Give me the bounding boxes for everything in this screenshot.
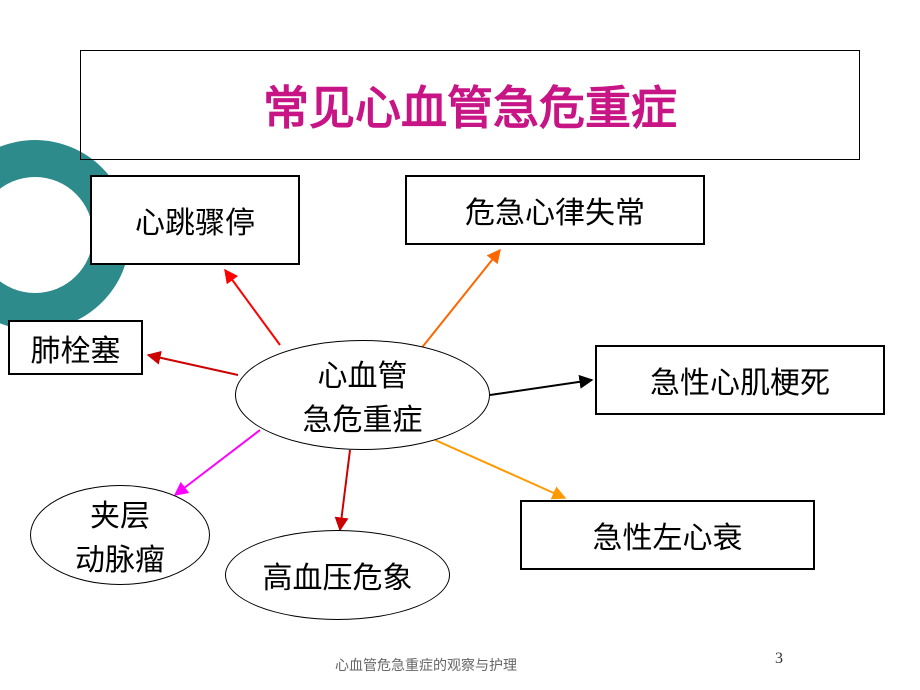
edge-arrhythmia — [420, 250, 500, 350]
title-text: 常见心血管急危重症 — [263, 72, 677, 138]
edge-mi — [490, 380, 592, 395]
page-number: 3 — [775, 650, 783, 668]
node-pe-label: 肺栓塞 — [31, 326, 121, 370]
edge-htn-crisis — [340, 450, 350, 530]
page-number-text: 3 — [775, 650, 783, 667]
node-lhf: 急性左心衰 — [520, 500, 815, 570]
node-cardiac-arrest: 心跳骤停 — [90, 175, 300, 265]
node-pe: 肺栓塞 — [8, 320, 143, 375]
node-htn-crisis-label: 高血压危象 — [263, 553, 413, 597]
center-line2: 急危重症 — [303, 395, 423, 439]
node-dissection-line2: 动脉瘤 — [75, 535, 165, 579]
edge-pe — [148, 355, 238, 375]
node-mi: 急性心肌梗死 — [595, 345, 885, 415]
footer-caption: 心血管危急重症的观察与护理 — [335, 655, 517, 675]
edge-cardiac-arrest — [225, 270, 280, 345]
center-node: 心血管 急危重症 — [235, 340, 490, 450]
node-dissection-line1: 夹层 — [75, 491, 165, 535]
node-lhf-label: 急性左心衰 — [593, 513, 743, 557]
node-htn-crisis: 高血压危象 — [225, 530, 450, 620]
center-line1: 心血管 — [303, 351, 423, 395]
edge-dissection — [175, 430, 260, 495]
footer-caption-text: 心血管危急重症的观察与护理 — [335, 659, 517, 674]
node-arrhythmia: 危急心律失常 — [405, 175, 705, 245]
node-arrhythmia-label: 危急心律失常 — [465, 188, 645, 232]
page-title: 常见心血管急危重症 — [80, 50, 860, 160]
node-cardiac-arrest-label: 心跳骤停 — [135, 198, 255, 242]
node-dissection: 夹层动脉瘤 — [30, 485, 210, 585]
edge-lhf — [435, 440, 565, 498]
node-mi-label: 急性心肌梗死 — [650, 358, 830, 402]
